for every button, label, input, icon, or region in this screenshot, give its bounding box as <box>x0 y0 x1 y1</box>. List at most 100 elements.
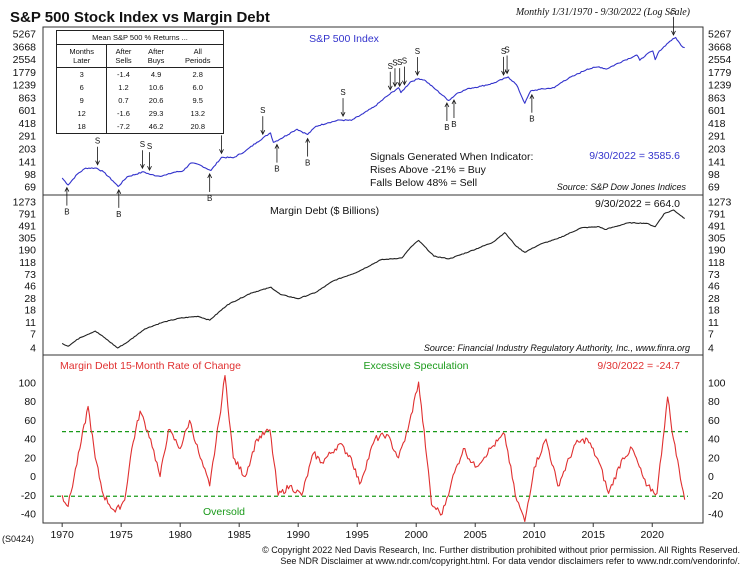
margin-tick-right: 46 <box>708 281 720 293</box>
returns-table-row: 18 -7.2 46.2 20.8 <box>56 120 224 134</box>
sp500-tick-left: 1239 <box>13 80 37 92</box>
sell-signal-arrowhead <box>397 81 403 88</box>
sp500-last-value: 9/30/2022 = 3585.6 <box>589 150 680 162</box>
sell-signal-label: S <box>402 57 407 66</box>
x-tick-label: 2000 <box>405 529 429 541</box>
roc-tick-left: 80 <box>24 396 36 408</box>
buy-signal-arrowhead <box>64 186 70 192</box>
returns-table-cell: 2.8 <box>192 70 203 79</box>
returns-table-cell: -1.6 <box>117 109 130 118</box>
sell-signal-label: S <box>95 137 100 146</box>
x-tick-label: 1970 <box>50 529 74 541</box>
x-tick-label: 1975 <box>109 529 133 541</box>
margin-debt-line <box>61 209 685 349</box>
margin-tick-left: 118 <box>19 257 36 269</box>
buy-signal-arrowhead <box>207 173 213 179</box>
returns-table-header: Months Later After Sells After Buys All Periods <box>56 44 224 68</box>
sell-signal-label: S <box>140 140 145 149</box>
margin-tick-left: 7 <box>30 328 36 340</box>
sell-signal-label: S <box>671 7 676 16</box>
returns-table-cell: 6 <box>56 81 108 94</box>
returns-table-cell: -7.2 <box>117 122 130 131</box>
sell-signal-arrowhead <box>415 70 420 76</box>
x-tick-label: 1980 <box>168 529 192 541</box>
margin-tick-left: 73 <box>24 269 36 281</box>
sp500-tick-left: 203 <box>18 143 36 155</box>
margin-last-value: 9/30/2022 = 664.0 <box>595 198 680 210</box>
roc-last-value: 9/30/2022 = -24.7 <box>597 360 680 372</box>
roc-panel-frame <box>42 354 704 524</box>
margin-source: Source: Financial Industry Regulatory Au… <box>424 343 690 353</box>
margin-tick-left: 791 <box>18 209 36 221</box>
margin-tick-left: 11 <box>25 317 36 329</box>
roc-tick-right: -20 <box>708 490 723 502</box>
margin-tick-left: 305 <box>18 233 36 245</box>
sp500-tick-right: 1779 <box>708 67 732 79</box>
returns-table-header-cell: Months Later <box>56 44 108 68</box>
buy-signal-label: B <box>116 210 121 219</box>
sp500-tick-left: 98 <box>24 169 36 181</box>
oversold-label: Oversold <box>203 506 245 518</box>
returns-table-cell: 10.6 <box>148 83 164 92</box>
excessive-speculation-label: Excessive Speculation <box>363 360 468 372</box>
sp500-tick-right: 863 <box>708 92 726 104</box>
sp500-tick-left: 291 <box>18 131 36 143</box>
sp500-label: S&P 500 Index <box>309 33 380 45</box>
sp500-tick-right: 1239 <box>708 80 732 92</box>
margin-tick-left: 1273 <box>13 197 37 209</box>
returns-table-header-cell: After Sells <box>106 44 140 68</box>
returns-table-row: 9 0.7 20.6 9.5 <box>56 94 224 107</box>
margin-tick-right: 791 <box>708 209 726 221</box>
buy-signal-arrowhead <box>529 93 535 99</box>
roc-tick-right: 100 <box>708 378 726 390</box>
buy-signal-label: B <box>451 120 456 129</box>
sell-signal-arrowhead <box>671 30 676 36</box>
sell-signal-arrowhead <box>95 160 100 166</box>
margin-tick-right: 491 <box>708 221 726 233</box>
signal-markers: SSSSSSSSSSSSSSBBBBBBBB <box>64 7 676 219</box>
roc-tick-left: 20 <box>24 452 36 464</box>
sp500-source: Source: S&P Dow Jones Indices <box>557 182 687 192</box>
margin-tick-right: 11 <box>708 317 719 329</box>
x-tick-label: 2010 <box>523 529 547 541</box>
returns-table-cell: 3 <box>56 67 108 81</box>
sp500-tick-right: 141 <box>708 156 726 168</box>
sell-signal-arrowhead <box>387 85 393 91</box>
returns-table-header-cell: After Buys <box>139 44 173 68</box>
returns-table-cell: 18 <box>56 120 108 134</box>
sp500-tick-right: 2554 <box>708 54 732 66</box>
sp500-tick-right: 203 <box>708 143 726 155</box>
roc-tick-right: -40 <box>708 509 723 521</box>
sp500-tick-left: 1779 <box>13 67 37 79</box>
sell-signal-label: S <box>388 62 393 71</box>
returns-table-cell: 13.2 <box>190 109 206 118</box>
returns-table-cell: 46.2 <box>148 122 164 131</box>
sp500-tick-left: 3668 <box>13 41 37 53</box>
sell-signal-label: S <box>397 58 402 67</box>
margin-tick-left: 190 <box>18 245 36 257</box>
x-tick-label: 1995 <box>346 529 370 541</box>
roc-tick-right: 80 <box>708 396 720 408</box>
buy-signal-arrowhead <box>116 188 122 195</box>
margin-tick-right: 28 <box>708 293 720 305</box>
x-tick-label: 2005 <box>464 529 488 541</box>
roc-tick-right: 40 <box>708 434 720 446</box>
margin-tick-right: 18 <box>708 304 720 316</box>
series-lines <box>50 36 688 523</box>
buy-signal-label: B <box>64 208 69 217</box>
roc-tick-right: 60 <box>708 415 720 427</box>
buy-signal-label: B <box>274 165 279 174</box>
signals-title: Signals Generated When Indicator: <box>370 151 533 163</box>
margin-roc-line <box>61 374 686 523</box>
x-tick-label: 1990 <box>287 529 311 541</box>
margin-tick-left: 18 <box>24 304 36 316</box>
returns-table: Mean S&P 500 % Returns ... Months Later Af… <box>56 30 224 134</box>
sp500-tick-left: 418 <box>18 118 36 130</box>
x-tick-label: 2015 <box>582 529 606 541</box>
roc-tick-left: 0 <box>30 471 36 483</box>
buy-signal-arrowhead <box>444 102 450 108</box>
margin-tick-right: 73 <box>708 269 720 281</box>
sp500-tick-left: 69 <box>24 182 36 194</box>
margin-tick-left: 28 <box>24 293 36 305</box>
